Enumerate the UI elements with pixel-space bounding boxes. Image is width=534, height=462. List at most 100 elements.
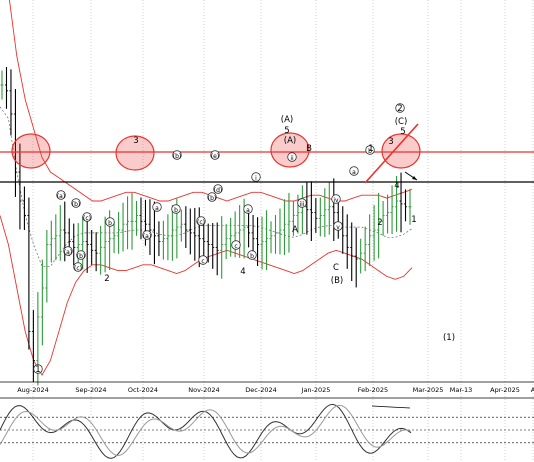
bollinger-bands xyxy=(0,0,413,376)
wave-label-circle xyxy=(71,198,81,208)
bollinger-middle xyxy=(0,106,413,267)
oscillator-panel xyxy=(0,403,534,459)
bollinger-upper xyxy=(8,0,413,202)
wave-labels: 1(a)(b)(c)(a)(b)(c)b23(a)(b)(c)(d)(e)a bc… xyxy=(33,103,455,375)
wave-label: (A) xyxy=(284,136,296,146)
price-bars xyxy=(0,67,412,386)
wave-label: (b) xyxy=(208,195,217,202)
rising-trend-line xyxy=(364,123,419,184)
wave-label: 2 xyxy=(377,218,382,228)
wave-label: 1 xyxy=(368,144,373,154)
wave-label: 2 xyxy=(397,104,402,114)
wave-label: (b) xyxy=(72,201,81,208)
oscillator-fast xyxy=(0,403,412,459)
wave-label: (1) xyxy=(443,333,455,343)
wave-label: (e) xyxy=(211,153,219,160)
wave-label: (d) xyxy=(214,187,223,194)
wave-label: i xyxy=(255,175,257,182)
wave-label-circle xyxy=(395,103,405,113)
wave-label-circle xyxy=(207,192,217,202)
x-tick-label: Mar-2025 xyxy=(413,386,444,394)
x-tick-label: Sep-2024 xyxy=(75,386,106,394)
oscillator-trendline xyxy=(371,405,411,409)
wave-label: 4 xyxy=(394,181,399,191)
wave-label: 1 xyxy=(35,365,40,375)
wave-label: a xyxy=(352,169,356,176)
wave-label: A xyxy=(292,225,298,235)
wave-label: b xyxy=(174,207,178,214)
x-tick-label: Aug-2024 xyxy=(17,386,49,394)
wave-label: (c) xyxy=(83,215,91,222)
wave-label-circle xyxy=(33,364,43,374)
wave-label: b xyxy=(250,253,254,260)
highlight-ellipse xyxy=(11,133,51,169)
wave-label: iv xyxy=(333,197,339,204)
wave-label: 3 xyxy=(388,137,393,147)
wave-label: iii xyxy=(299,201,304,208)
wave-label-circle xyxy=(247,250,257,260)
wave-label: C xyxy=(333,263,339,273)
oscillator-slow xyxy=(0,404,412,457)
wave-label-circle xyxy=(105,217,115,227)
wave-label-circle xyxy=(331,194,341,204)
wave-label: (A) xyxy=(281,115,293,125)
wave-label-circle xyxy=(210,150,220,160)
x-tick-label: Nov-2024 xyxy=(188,386,219,394)
highlight-ellipse xyxy=(115,135,155,171)
wave-label: 3 xyxy=(133,136,138,146)
wave-label: B xyxy=(306,144,312,154)
wave-label: v xyxy=(336,224,340,231)
x-tick-label: Feb-2025 xyxy=(358,386,388,394)
wave-label: (b) xyxy=(173,153,182,160)
highlight-ellipse xyxy=(270,132,310,168)
wave-label-circle xyxy=(213,184,223,194)
bollinger-lower xyxy=(0,215,413,376)
wave-label-circle xyxy=(171,204,181,214)
wave-label: (b) xyxy=(77,253,86,260)
wave-label-circle xyxy=(82,212,92,222)
wave-label: 2 xyxy=(104,274,109,284)
wave-label-circle xyxy=(198,255,208,265)
wave-label: b xyxy=(368,148,372,155)
wave-label-circle xyxy=(297,198,307,208)
wave-label: 5 xyxy=(400,127,405,137)
wave-label: c xyxy=(234,243,237,250)
horizontal-levels xyxy=(0,151,534,183)
wave-label-circle xyxy=(172,150,182,160)
x-tick-label: Mar-13 xyxy=(450,386,472,394)
wave-label-circle xyxy=(142,230,152,240)
wave-label: 5 xyxy=(284,126,289,136)
wave-label-circle xyxy=(287,152,297,162)
wave-label: a xyxy=(155,205,159,212)
wave-label: 4 xyxy=(240,267,245,277)
arrow-head xyxy=(412,176,417,180)
wave-label-circle xyxy=(333,221,343,231)
wave-label: (c) xyxy=(197,219,205,226)
wave-label-circle xyxy=(152,202,162,212)
x-axis: Aug-2024 Sep-2024 Oct-2024 Nov-2024 Dec-2024… xyxy=(0,381,534,399)
wave-label-circle xyxy=(73,262,83,272)
wave-label-circle xyxy=(365,145,375,155)
wave-label: (a) xyxy=(143,233,151,240)
wave-label: (a) xyxy=(57,193,65,200)
highlight-ellipse xyxy=(381,133,421,169)
wave-label: c xyxy=(201,258,204,265)
highlight-ellipses xyxy=(11,132,421,171)
wave-label-circle xyxy=(63,246,73,256)
wave-label: b xyxy=(108,220,112,227)
trend-line xyxy=(364,123,419,184)
wave-label-circle xyxy=(196,216,206,226)
wave-label-circle xyxy=(231,240,241,250)
wave-label-circle xyxy=(251,172,261,182)
wave-label-circle xyxy=(349,166,359,176)
wave-label: (B) xyxy=(331,276,343,286)
x-tick-label: Oct-2024 xyxy=(128,386,158,394)
wave-label: (a) xyxy=(64,249,72,256)
x-tick-label: Jan-2025 xyxy=(301,386,331,394)
x-tick-label: A xyxy=(531,386,534,394)
wave-label-circle xyxy=(56,190,66,200)
wave-label: 1 xyxy=(411,215,416,225)
wave-label-circle xyxy=(243,204,253,214)
wave-label: a xyxy=(246,207,250,214)
